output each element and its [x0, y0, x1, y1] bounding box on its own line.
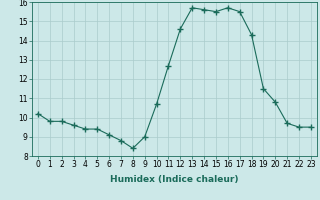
X-axis label: Humidex (Indice chaleur): Humidex (Indice chaleur) [110, 175, 239, 184]
